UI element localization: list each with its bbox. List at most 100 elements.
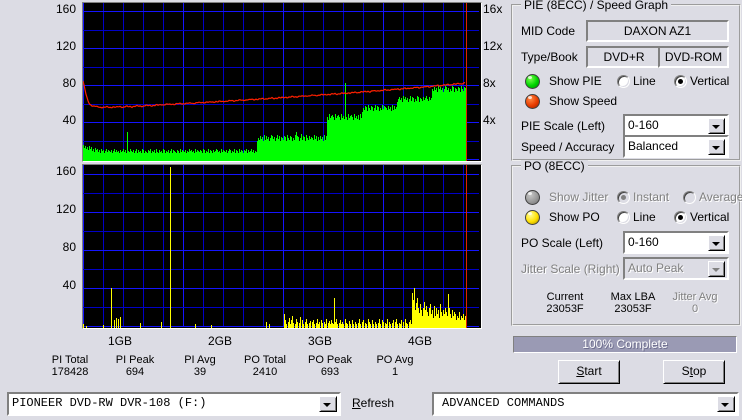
drive-selector-value: PIONEER DVD-RW DVR-108 (F:): [12, 396, 207, 410]
show-speed-led-icon[interactable]: [525, 94, 540, 109]
speed-y-axis-label-4x: 4x: [483, 113, 496, 127]
speed-accuracy-chevron-down-icon[interactable]: [708, 139, 725, 155]
pie-scale-label: PIE Scale (Left): [521, 119, 606, 133]
stat-pi-total: PI Total 178428: [30, 354, 110, 378]
speed-series-line: [83, 80, 466, 109]
jitter-average-label: Average: [699, 190, 742, 204]
jitter-avg-stat: Jitter Avg 0: [660, 291, 730, 315]
stop-accel: t: [689, 364, 693, 378]
stat-po-peak-value: 693: [320, 366, 340, 378]
mid-code-label: MID Code: [521, 24, 576, 38]
pie-gridlines: [83, 3, 481, 161]
speed-accuracy-value: Balanced: [628, 139, 679, 153]
jitter-avg-value: 0: [691, 303, 699, 315]
stop-pre: S: [681, 364, 690, 378]
stop-button[interactable]: Stop: [663, 360, 725, 384]
pie-plot-area[interactable]: [82, 2, 482, 162]
speed-accuracy-combo[interactable]: Balanced: [623, 135, 729, 158]
po-y-axis-label-80: 80: [62, 240, 76, 254]
po-line-radio[interactable]: [617, 211, 630, 224]
pie-y-axis-label-120: 120: [55, 39, 76, 53]
stat-po-total-label: PO Total: [244, 354, 286, 366]
book-value: DVD-ROM: [658, 46, 729, 68]
stat-po-peak: PO Peak 693: [290, 354, 370, 378]
po-vertical-label[interactable]: Vertical: [690, 210, 730, 224]
pie-speed-group-title: PIE (8ECC) / Speed Graph: [521, 0, 672, 11]
po-plot-area[interactable]: [82, 164, 482, 329]
x-axis-label-3gb: 3GB: [307, 334, 332, 348]
current-lba-label: Current: [546, 291, 584, 303]
x-axis-label-4gb: 4GB: [407, 334, 432, 348]
stat-po-peak-label: PO Peak: [307, 354, 353, 366]
jitter-instant-radio: [617, 191, 630, 204]
show-po-label[interactable]: Show PO: [549, 210, 600, 224]
current-lba-value: 23053F: [546, 303, 584, 315]
po-y-axis-label-160: 160: [55, 164, 76, 178]
speed-y-axis-label-12x: 12x: [483, 39, 503, 53]
type-book-label: Type/Book: [521, 50, 578, 64]
pie-line-radio[interactable]: [617, 75, 630, 88]
po-series-bars: [83, 165, 481, 328]
jitter-avg-label: Jitter Avg: [672, 291, 718, 303]
stat-pi-total-label: PI Total: [51, 354, 89, 366]
start-accel: S: [576, 364, 585, 378]
pie-vertical-label[interactable]: Vertical: [690, 74, 730, 88]
show-pie-label[interactable]: Show PIE: [549, 74, 602, 88]
pie-scale-combo[interactable]: 0-160: [623, 114, 729, 137]
jitter-scale-label: Jitter Scale (Right): [521, 262, 620, 276]
pie-speed-group: PIE (8ECC) / Speed Graph MID Code DAXON …: [511, 0, 741, 161]
advanced-commands-value: ADVANCED COMMANDS: [442, 396, 565, 410]
jitter-average-radio: [683, 191, 696, 204]
po-scale-combo[interactable]: 0-160: [623, 231, 729, 254]
max-lba-label: Max LBA: [610, 291, 656, 303]
type-value: DVD+R: [586, 46, 662, 68]
drive-selector-combo[interactable]: PIONEER DVD-RW DVR-108 (F:): [7, 392, 341, 416]
pie-series-bars: [83, 3, 481, 161]
stat-pi-total-value: 178428: [51, 366, 89, 378]
advanced-commands-combo[interactable]: ADVANCED COMMANDS: [432, 392, 739, 416]
refresh-label[interactable]: Refresh: [352, 396, 394, 410]
advanced-commands-chevron-down-icon[interactable]: [717, 396, 735, 412]
po-vertical-radio[interactable]: [674, 211, 687, 224]
max-lba-value: 23053F: [614, 303, 652, 315]
show-pie-led-icon[interactable]: [525, 74, 540, 89]
po-scale-chevron-down-icon[interactable]: [708, 235, 725, 251]
pie-vertical-radio[interactable]: [674, 75, 687, 88]
stat-pi-avg: PI Avg 39: [160, 354, 240, 378]
stop-rest: op: [693, 364, 707, 378]
progress-bar: 100% Complete: [513, 336, 737, 353]
pie-line-label[interactable]: Line: [633, 74, 656, 88]
jitter-instant-label: Instant: [633, 190, 670, 204]
max-lba-stat: Max LBA 23053F: [593, 291, 673, 315]
jitter-scale-combo: Auto Peak: [623, 257, 729, 280]
pie-end-of-data-marker: [466, 3, 467, 161]
stat-pi-peak-label: PI Peak: [115, 354, 155, 366]
pie-scale-chevron-down-icon[interactable]: [708, 118, 725, 134]
show-jitter-label: Show Jitter: [549, 190, 609, 204]
start-button[interactable]: Start: [558, 360, 620, 384]
po-group-title: PO (8ECC): [521, 160, 588, 172]
show-jitter-led-icon: [525, 190, 540, 205]
show-po-led-icon[interactable]: [525, 210, 540, 225]
x-axis-label-1gb: 1GB: [107, 334, 132, 348]
current-lba-stat: Current 23053F: [525, 291, 605, 315]
po-scale-label: PO Scale (Left): [521, 236, 604, 250]
stat-pi-peak-value: 694: [125, 366, 145, 378]
stat-pi-peak: PI Peak 694: [95, 354, 175, 378]
drive-selector-chevron-down-icon[interactable]: [319, 396, 337, 412]
stat-po-total-value: 2410: [252, 366, 278, 378]
pie-y-axis-label-160: 160: [55, 2, 76, 16]
po-scale-value: 0-160: [628, 235, 659, 249]
stat-po-avg: PO Avg 1: [355, 354, 435, 378]
progress-text: 100% Complete: [582, 337, 668, 351]
stat-po-total: PO Total 2410: [225, 354, 305, 378]
jitter-scale-chevron-down-icon: [708, 261, 725, 277]
show-speed-label[interactable]: Show Speed: [549, 94, 618, 108]
x-axis-label-2gb: 2GB: [207, 334, 232, 348]
stat-pi-avg-label: PI Avg: [184, 354, 216, 366]
start-rest: tart: [584, 364, 602, 378]
po-gridlines: [83, 165, 481, 328]
po-y-axis-label-40: 40: [62, 278, 76, 292]
po-line-label[interactable]: Line: [633, 210, 656, 224]
